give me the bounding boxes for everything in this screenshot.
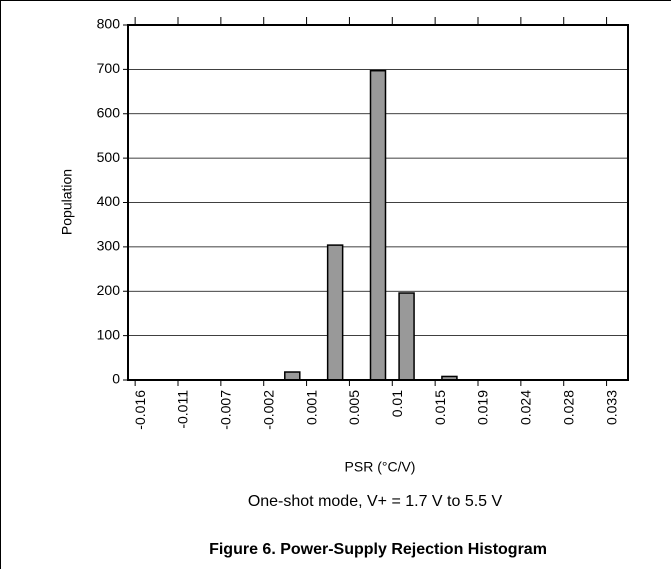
x-tick-label: 0.005 (346, 390, 362, 425)
x-tick-label: 0.028 (560, 390, 576, 425)
bar (369, 69, 387, 381)
y-tick-label: 800 (97, 16, 121, 32)
y-tick-label: 500 (97, 149, 121, 165)
x-tick-label: -0.011 (175, 390, 191, 429)
x-tick-label: 0.019 (475, 390, 491, 425)
y-tick-label: 300 (97, 238, 121, 254)
bar (284, 371, 301, 381)
x-axis-label: PSR (°C/V) (345, 459, 416, 475)
chart-subtitle: One-shot mode, V+ = 1.7 V to 5.5 V (248, 493, 503, 510)
plot-frame (127, 24, 629, 381)
y-tick-label: 400 (97, 193, 121, 209)
bar (398, 292, 415, 381)
y-tick-label: 600 (97, 104, 121, 120)
y-axis-label: Population (59, 169, 75, 235)
x-tick-label: 0.024 (518, 390, 534, 425)
x-tick-label: 0.015 (432, 390, 448, 425)
x-tick-label: -0.002 (260, 390, 276, 430)
x-tick-label: 0.001 (303, 390, 319, 425)
x-tick-label: 0.033 (603, 390, 619, 425)
bar (326, 244, 344, 381)
chart-title: Figure 6. Power-Supply Rejection Histogr… (209, 541, 547, 558)
y-tick-label: 200 (97, 282, 121, 298)
x-tick-label: 0.01 (389, 390, 405, 417)
x-tick-label: -0.016 (132, 390, 148, 430)
y-tick-label: 100 (97, 326, 121, 342)
y-tick-label: 700 (97, 60, 121, 76)
x-tick-label: -0.007 (218, 390, 234, 430)
y-tick-label: 0 (112, 371, 120, 387)
